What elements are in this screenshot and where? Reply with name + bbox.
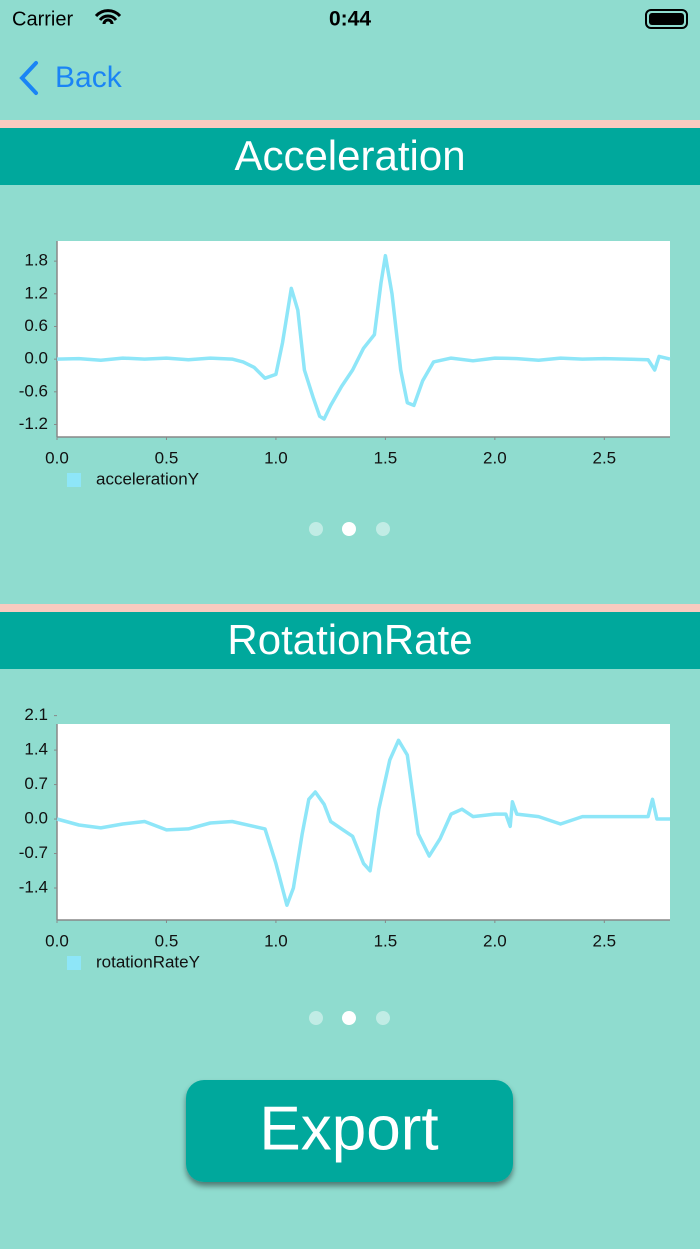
carrier: Carrier	[12, 8, 73, 30]
x-tick-label: 2.0	[483, 931, 507, 950]
data-line	[56, 738, 670, 907]
battery-icon	[645, 9, 688, 29]
page-dot	[309, 522, 323, 536]
y-tick-label: 1.8	[24, 251, 48, 270]
section-header	[0, 612, 700, 669]
legend-label: accelerationY	[96, 469, 199, 488]
section-divider	[0, 604, 700, 612]
export-label[interactable]: Export	[259, 1094, 438, 1163]
y-tick-label: 1.2	[24, 283, 48, 302]
page-dot	[376, 522, 390, 536]
section-header	[0, 128, 700, 185]
x-tick-label: 0.0	[45, 448, 69, 467]
y-tick-label: 1.4	[24, 740, 48, 759]
y-tick-label: 0.7	[24, 774, 48, 793]
page-dot	[342, 522, 356, 536]
export-button[interactable]	[186, 1080, 513, 1182]
x-tick-label: 2.0	[483, 448, 507, 467]
section-title: RotationRate	[227, 616, 472, 663]
page-dot	[342, 1011, 356, 1025]
y-tick-label: -1.4	[19, 877, 48, 896]
x-tick-label: 1.0	[264, 448, 288, 467]
x-tick-label: 1.5	[374, 448, 398, 467]
y-tick-label: -0.6	[19, 381, 48, 400]
back-button[interactable]: Back	[55, 61, 123, 94]
x-tick-label: 1.5	[374, 931, 398, 950]
x-tick-label: 2.5	[593, 448, 617, 467]
clock: 0:44	[329, 8, 371, 31]
y-tick-label: 0.0	[24, 349, 48, 368]
plot-area	[57, 241, 670, 437]
battery-level	[649, 13, 684, 25]
y-tick-label: 0.0	[24, 809, 48, 828]
y-tick-label: 2.1	[24, 705, 48, 724]
back-chevron[interactable]	[19, 61, 38, 95]
x-tick-label: 0.0	[45, 931, 69, 950]
wifi-icon	[94, 9, 122, 25]
legend-swatch	[67, 473, 81, 487]
y-tick-label: 0.6	[24, 316, 48, 335]
legend-label: rotationRateY	[96, 952, 200, 971]
x-tick-label: 1.0	[264, 931, 288, 950]
legend-swatch	[67, 956, 81, 970]
x-tick-label: 0.5	[155, 448, 179, 467]
y-tick-label: -1.2	[19, 414, 48, 433]
page-dot	[376, 1011, 390, 1025]
x-tick-label: 2.5	[593, 931, 617, 950]
data-line	[56, 253, 671, 421]
page-dot	[309, 1011, 323, 1025]
section-title: Acceleration	[234, 132, 465, 179]
y-tick-label: -0.7	[19, 843, 48, 862]
section-divider	[0, 120, 700, 128]
x-tick-label: 0.5	[155, 931, 179, 950]
